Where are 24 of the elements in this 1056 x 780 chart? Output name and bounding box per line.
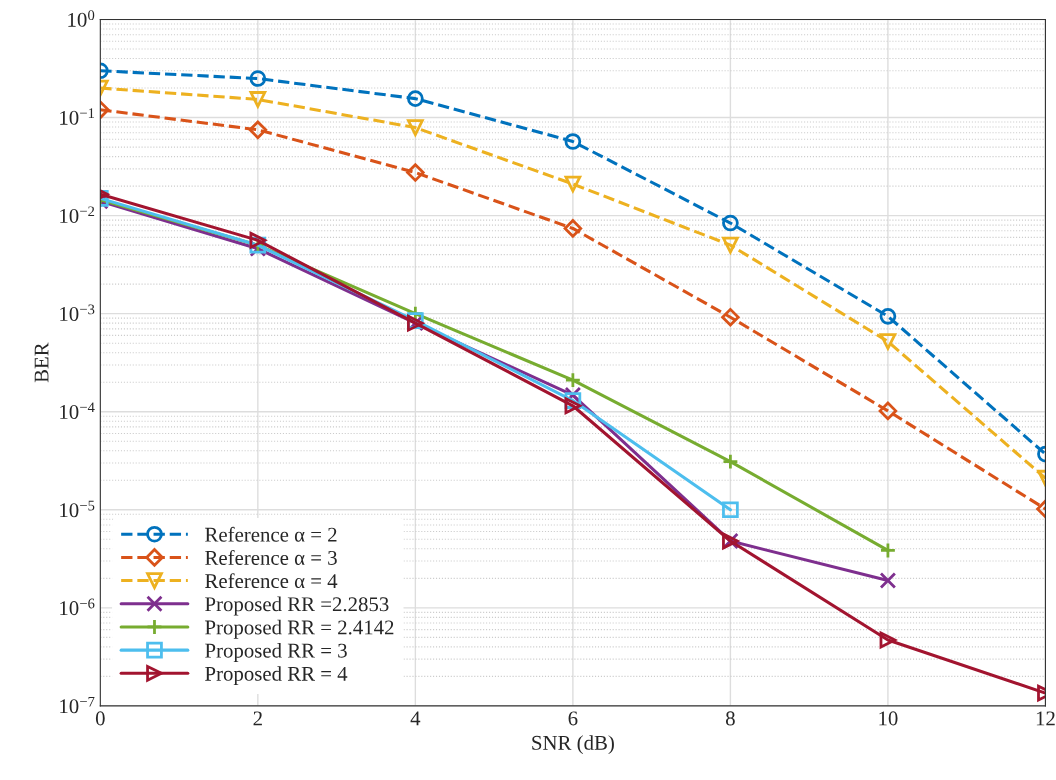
- x-axis-title: SNR (dB): [532, 735, 614, 755]
- legend-label: Proposed RR =2.2853: [205, 596, 389, 616]
- y-tick-label: 10$^{−4}$: [60, 402, 95, 419]
- x-tick-label: 4: [410, 711, 421, 726]
- legend-label: Reference α = 4: [205, 573, 338, 589]
- legend-label: Reference α = 3: [205, 550, 337, 565]
- y-axis-title: BER: [34, 342, 49, 383]
- legend-label: Reference α = 2: [205, 526, 337, 542]
- legend-label: Proposed RR = 2.4142: [205, 619, 394, 639]
- legend-label: Proposed RR = 3: [205, 642, 347, 662]
- x-tick-label: 6: [568, 711, 578, 726]
- y-tick-label: 10$^{0}$: [68, 10, 95, 27]
- x-tick-label: 8: [725, 711, 735, 726]
- y-tick-label: 10$^{−2}$: [60, 206, 95, 223]
- x-tick-label: 10: [879, 711, 898, 726]
- y-tick-label: 10$^{−1}$: [60, 108, 95, 125]
- x-tick-label: 12: [1036, 711, 1055, 726]
- legend-label: Proposed RR = 4: [205, 666, 348, 686]
- y-tick-label: 10$^{−7}$: [60, 696, 95, 714]
- x-tick-label: 0: [95, 711, 105, 726]
- x-tick-label: 2: [253, 711, 262, 726]
- y-tick-label: 10$^{−6}$: [60, 598, 95, 616]
- y-tick-label: 10$^{−5}$: [60, 500, 95, 518]
- y-tick-label: 10$^{−3}$: [60, 304, 95, 321]
